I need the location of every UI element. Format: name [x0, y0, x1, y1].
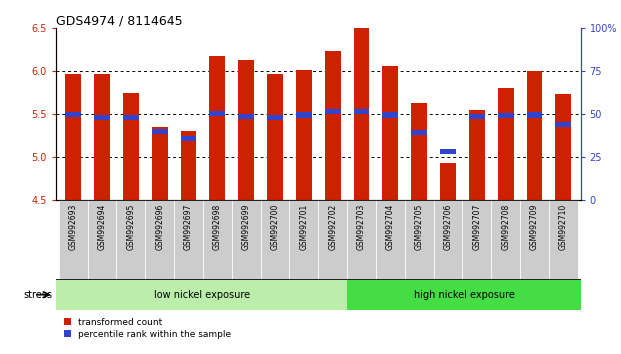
- Bar: [440, 149, 456, 154]
- Bar: [181, 131, 196, 200]
- Bar: [498, 88, 514, 200]
- Bar: [469, 110, 485, 200]
- Bar: [152, 129, 168, 134]
- Bar: [549, 200, 578, 280]
- Text: GSM992703: GSM992703: [357, 204, 366, 250]
- Bar: [347, 200, 376, 280]
- Bar: [555, 122, 571, 127]
- Bar: [520, 200, 549, 280]
- Bar: [65, 74, 81, 200]
- Bar: [289, 200, 318, 280]
- Text: GSM992697: GSM992697: [184, 204, 193, 250]
- Bar: [88, 200, 117, 280]
- Bar: [65, 112, 81, 117]
- Text: GSM992709: GSM992709: [530, 204, 539, 250]
- Bar: [527, 113, 542, 118]
- Text: GSM992707: GSM992707: [473, 204, 481, 250]
- Bar: [209, 111, 225, 116]
- Bar: [117, 200, 145, 280]
- Bar: [491, 200, 520, 280]
- Bar: [174, 200, 203, 280]
- Bar: [94, 115, 110, 120]
- Bar: [376, 200, 405, 280]
- Text: GSM992704: GSM992704: [386, 204, 395, 250]
- Text: GDS4974 / 8114645: GDS4974 / 8114645: [56, 14, 183, 27]
- Text: GSM992694: GSM992694: [97, 204, 107, 250]
- Bar: [181, 136, 196, 141]
- Bar: [232, 200, 261, 280]
- Bar: [440, 163, 456, 200]
- Bar: [325, 51, 340, 200]
- Text: GSM992699: GSM992699: [242, 204, 251, 250]
- Text: GSM992705: GSM992705: [415, 204, 424, 250]
- Bar: [318, 200, 347, 280]
- Text: GSM992693: GSM992693: [69, 204, 78, 250]
- Text: GSM992696: GSM992696: [155, 204, 164, 250]
- Bar: [59, 200, 88, 280]
- Text: high nickel exposure: high nickel exposure: [414, 290, 514, 300]
- Text: GSM992701: GSM992701: [299, 204, 309, 250]
- Bar: [261, 200, 289, 280]
- Bar: [433, 200, 463, 280]
- Bar: [353, 28, 369, 200]
- Text: stress: stress: [24, 290, 53, 300]
- Bar: [411, 103, 427, 200]
- Bar: [94, 74, 110, 200]
- Bar: [267, 74, 283, 200]
- Bar: [123, 115, 138, 120]
- Bar: [238, 60, 254, 200]
- Bar: [267, 115, 283, 120]
- Bar: [203, 200, 232, 280]
- Bar: [353, 109, 369, 114]
- Bar: [411, 130, 427, 135]
- Bar: [405, 200, 433, 280]
- Text: GSM992708: GSM992708: [501, 204, 510, 250]
- Text: GSM992710: GSM992710: [559, 204, 568, 250]
- Bar: [498, 113, 514, 119]
- Bar: [56, 280, 347, 310]
- Bar: [296, 113, 312, 118]
- Text: GSM992706: GSM992706: [443, 204, 453, 250]
- Bar: [152, 127, 168, 200]
- Bar: [555, 95, 571, 200]
- Text: GSM992698: GSM992698: [213, 204, 222, 250]
- Text: GSM992695: GSM992695: [126, 204, 135, 250]
- Bar: [209, 56, 225, 200]
- Bar: [383, 113, 398, 118]
- Bar: [463, 200, 491, 280]
- Bar: [145, 200, 174, 280]
- Text: low nickel exposure: low nickel exposure: [153, 290, 250, 300]
- Bar: [383, 66, 398, 200]
- Bar: [469, 114, 485, 119]
- Bar: [527, 71, 542, 200]
- Bar: [296, 70, 312, 200]
- Bar: [238, 114, 254, 119]
- Bar: [123, 93, 138, 200]
- Bar: [347, 280, 581, 310]
- Text: GSM992702: GSM992702: [328, 204, 337, 250]
- Text: GSM992700: GSM992700: [271, 204, 279, 250]
- Bar: [325, 109, 340, 114]
- Legend: transformed count, percentile rank within the sample: transformed count, percentile rank withi…: [60, 314, 235, 342]
